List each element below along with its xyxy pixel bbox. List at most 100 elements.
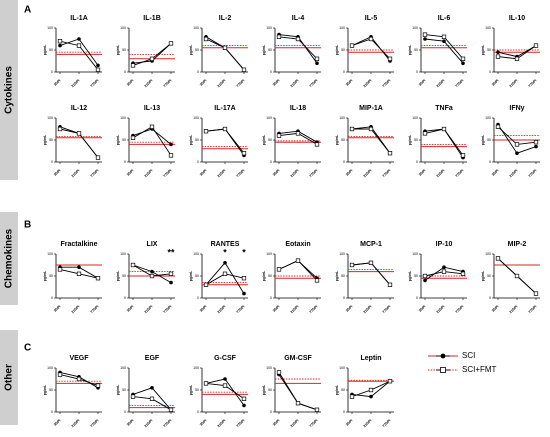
point (169, 280, 173, 285)
point (314, 278, 320, 283)
x-tick-label: 21DPI (217, 419, 227, 429)
point (533, 43, 539, 48)
point (533, 291, 539, 296)
point (349, 43, 355, 48)
point (96, 63, 100, 68)
x-tick-label: 3DPI (345, 169, 353, 177)
chart-title: IL-5 (365, 15, 378, 22)
point (387, 379, 393, 384)
point (314, 407, 320, 412)
x-tick-label: 21DPI (144, 79, 154, 89)
y-tick-label: 0 (270, 410, 272, 414)
x-tick-label: 77DPI (90, 305, 100, 315)
series-line (424, 128, 464, 156)
x-tick-label: 3DPI (418, 79, 426, 87)
y-tick-label: 50 (49, 48, 53, 52)
point (149, 56, 155, 61)
y-tick-label: 50 (49, 388, 53, 392)
x-tick-label: 77DPI (90, 419, 100, 429)
y-tick-label: 0 (197, 410, 199, 414)
y-tick-label: 0 (416, 160, 418, 164)
x-tick-label: 77DPI (382, 419, 392, 429)
y-axis-label: pg/mL (481, 270, 485, 281)
y-tick-label: 0 (197, 160, 199, 164)
point (422, 131, 428, 136)
point (241, 396, 247, 401)
chart-title: IL-6 (438, 15, 451, 22)
section-bar (0, 0, 18, 180)
y-axis-label: pg/mL (408, 134, 412, 145)
y-tick-label: 0 (343, 296, 345, 300)
y-tick-label: 100 (266, 252, 272, 256)
point (276, 34, 282, 39)
y-tick-label: 100 (193, 116, 199, 120)
point (223, 377, 227, 381)
point (76, 271, 82, 276)
legend-symbol (440, 367, 446, 373)
y-tick-label: 100 (120, 366, 126, 370)
y-axis-label: pg/mL (408, 270, 412, 281)
point (57, 267, 63, 272)
x-tick-label: 3DPI (272, 169, 280, 177)
y-axis-label: pg/mL (262, 270, 266, 281)
y-tick-label: 0 (489, 70, 491, 74)
y-tick-label: 50 (195, 48, 199, 52)
point (276, 133, 282, 138)
x-tick-label: 77DPI (90, 169, 100, 179)
point (514, 56, 520, 61)
x-tick-label: 3DPI (345, 305, 353, 313)
y-tick-label: 0 (270, 296, 272, 300)
y-tick-label: 50 (341, 388, 345, 392)
point (203, 36, 209, 42)
point (368, 36, 374, 42)
y-tick-label: 0 (489, 160, 491, 164)
series-line (497, 124, 537, 154)
point (169, 142, 173, 147)
x-tick-label: 3DPI (53, 79, 61, 87)
point (203, 129, 209, 134)
y-tick-label: 50 (341, 138, 345, 142)
y-tick-label: 100 (485, 252, 491, 256)
y-tick-label: 100 (47, 252, 53, 256)
y-tick-label: 100 (47, 366, 53, 370)
x-tick-label: 21DPI (290, 169, 300, 179)
y-axis-label: pg/mL (189, 134, 193, 145)
x-tick-label: 3DPI (491, 305, 499, 313)
x-tick-label: 3DPI (491, 169, 499, 177)
x-tick-label: 3DPI (53, 305, 61, 313)
chart-title: IL-17A (214, 105, 235, 112)
y-axis-label: pg/mL (262, 384, 266, 395)
point (349, 262, 355, 268)
chart-title: IP-10 (436, 241, 453, 248)
y-tick-label: 100 (485, 26, 491, 30)
x-tick-label: 77DPI (309, 79, 319, 89)
y-tick-label: 100 (193, 252, 199, 256)
point (57, 126, 63, 132)
y-tick-label: 0 (270, 70, 272, 74)
point (295, 401, 301, 406)
point (295, 36, 301, 42)
y-tick-label: 100 (339, 26, 345, 30)
chart-title: IL-1B (143, 15, 161, 22)
x-tick-label: 21DPI (217, 169, 227, 179)
point (77, 37, 81, 41)
x-tick-label: 77DPI (236, 419, 246, 429)
x-tick-label: 77DPI (528, 305, 538, 315)
x-tick-label: 3DPI (53, 419, 61, 427)
y-tick-label: 0 (51, 410, 53, 414)
series-line (205, 38, 245, 71)
point (242, 403, 246, 408)
legend-symbol (440, 353, 446, 359)
x-tick-label: 77DPI (163, 305, 173, 315)
point (533, 140, 539, 145)
point (295, 258, 301, 263)
y-tick-label: 50 (487, 48, 491, 52)
y-tick-label: 100 (120, 252, 126, 256)
x-tick-label: 21DPI (509, 169, 519, 179)
x-tick-label: 21DPI (290, 419, 300, 429)
point (130, 394, 136, 399)
x-tick-label: 21DPI (509, 79, 519, 89)
x-tick-label: 77DPI (163, 169, 173, 179)
point (368, 126, 374, 132)
